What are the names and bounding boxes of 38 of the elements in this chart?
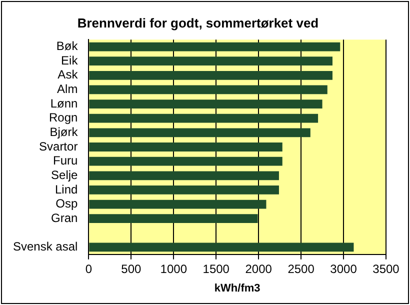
bar xyxy=(89,56,332,66)
bar xyxy=(89,114,318,123)
y-tick-label: Selje xyxy=(51,168,78,182)
bar xyxy=(89,70,332,80)
y-tick-label: Svensk asal xyxy=(12,240,78,254)
y-tick-label: Osp xyxy=(56,196,78,211)
bar xyxy=(89,214,258,224)
y-tick-label: Bjørk xyxy=(50,124,79,139)
y-tick-label: Alm xyxy=(57,82,78,96)
x-axis-title: kWh/fm3 xyxy=(214,282,260,294)
bar xyxy=(89,156,282,166)
y-tick-label: Lønn xyxy=(50,96,78,110)
y-tick-label: Eik xyxy=(61,53,79,68)
bar xyxy=(89,242,354,252)
x-tick-label: 2500 xyxy=(288,262,315,276)
x-tick-label: 2000 xyxy=(245,262,272,276)
y-tick-label: Rogn xyxy=(49,110,78,125)
x-tick-label: 500 xyxy=(121,262,142,276)
y-tick-label: Gran xyxy=(51,210,78,225)
bar xyxy=(89,42,340,52)
bar xyxy=(89,128,310,138)
x-tick-label: 1500 xyxy=(202,262,230,276)
y-tick-label: Bøk xyxy=(56,39,79,54)
bar xyxy=(89,85,328,94)
bar xyxy=(89,142,282,152)
bar xyxy=(89,100,322,108)
y-tick-label: Lind xyxy=(55,182,78,196)
x-tick-label: 3000 xyxy=(330,262,358,276)
y-tick-label: Svartor xyxy=(39,139,78,154)
y-tick-label: Ask xyxy=(58,68,79,82)
bar xyxy=(89,186,279,194)
x-tick-label: 0 xyxy=(85,262,92,276)
x-tick-label: 1000 xyxy=(160,262,188,276)
y-tick-label: Furu xyxy=(53,154,78,168)
x-tick-label: 3500 xyxy=(372,262,400,276)
bar xyxy=(89,171,279,180)
bar xyxy=(89,200,266,209)
chart-title: Brennverdi for godt, sommertørket ved xyxy=(77,15,319,30)
